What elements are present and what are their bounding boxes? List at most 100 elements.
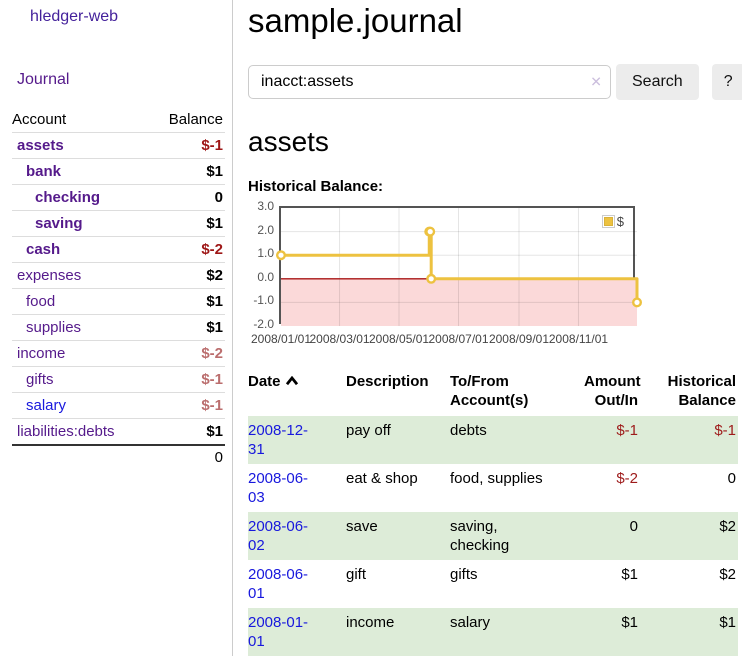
sidebar-account-balance: $-1 (149, 132, 225, 159)
register-table: Date Description To/From Account(s) Amou… (248, 370, 738, 656)
sidebar-account-link[interactable]: supplies (26, 319, 82, 336)
transaction-balance: $1 (719, 613, 736, 631)
transaction-date-cell: 2008-06-01 (248, 560, 346, 608)
sidebar-account-balance: $1 (149, 288, 225, 315)
sidebar-account-cell: expenses (12, 262, 150, 289)
sidebar-account-link[interactable]: cash (26, 241, 61, 258)
account-row: supplies $1 (12, 314, 225, 341)
account-row: cash $-2 (12, 236, 225, 263)
y-axis-tick-label: 2.0 (257, 222, 274, 237)
sidebar-account-balance: $-2 (149, 236, 225, 263)
transaction-amount: $1 (621, 565, 638, 583)
clear-search-icon[interactable]: ✕ (590, 73, 602, 90)
register-header-date-label: Date (248, 372, 281, 390)
sidebar-account-cell: salary (12, 392, 150, 419)
accounts-total-spacer (12, 444, 150, 470)
sidebar-account-cell: supplies (12, 314, 150, 341)
table-row[interactable]: 2008-01-01 income salary $1 $1 (248, 607, 738, 656)
account-row: gifts $-1 (12, 366, 225, 393)
transaction-date-link[interactable]: 2008-06-03 (248, 469, 309, 506)
account-heading: assets (248, 125, 329, 157)
x-axis-tick-label: 2008/03/01 (309, 331, 370, 346)
transaction-description: income (346, 613, 395, 631)
transaction-description: save (346, 517, 378, 535)
transaction-date-cell: 2008-06-03 (248, 464, 346, 512)
page-title: sample.journal (248, 2, 463, 39)
transaction-accounts: gifts (450, 565, 478, 583)
transaction-date-link[interactable]: 2008-01-01 (248, 613, 309, 650)
account-row: salary $-1 (12, 392, 225, 419)
brand-link[interactable]: hledger-web (30, 8, 119, 25)
sidebar-account-link[interactable]: checking (35, 189, 101, 206)
accounts-header-row: Account Balance (12, 110, 225, 133)
account-row: liabilities:debts $1 (12, 418, 225, 445)
transaction-amount: $1 (621, 613, 638, 631)
transaction-date-cell: 2008-01-01 (248, 608, 346, 656)
table-row[interactable]: 2008-06-01 gift gifts $1 $2 (248, 560, 738, 608)
sidebar-account-balance: 0 (149, 184, 225, 211)
x-axis-tick-label: 2008/05/01 (368, 331, 430, 346)
sidebar-account-link[interactable]: income (17, 345, 66, 362)
account-row: bank $1 (12, 158, 225, 185)
chart-canvas (276, 207, 643, 326)
legend-label: $ (616, 213, 624, 229)
sidebar-account-cell: bank (12, 158, 150, 185)
accounts-table: Account Balance assets $-1 bank $1 checking 0… (12, 110, 225, 470)
transaction-date-link[interactable]: 2008-06-01 (248, 565, 309, 602)
transaction-date-link[interactable]: 2008-06-02 (248, 517, 309, 554)
main-content: sample.journal ✕ Search ? assets Histori… (233, 0, 742, 656)
account-row: saving $1 (12, 210, 225, 237)
register-header-description: Description (346, 372, 429, 390)
transaction-date-cell: 2008-06-02 (248, 512, 346, 560)
accounts-header-balance: Balance (168, 111, 223, 128)
sidebar-account-link[interactable]: bank (26, 163, 62, 180)
y-axis-tick-label: -1.0 (253, 293, 274, 308)
search-input-wrap: ✕ (248, 64, 611, 99)
sidebar-account-balance: $-2 (149, 340, 225, 367)
account-row: food $1 (12, 288, 225, 315)
search-button[interactable]: Search (616, 63, 699, 100)
transaction-amount: $-2 (616, 469, 638, 487)
x-axis-tick-label: 2008/09/01 (488, 331, 549, 346)
sidebar-account-link[interactable]: salary (26, 397, 67, 414)
sort-ascending-icon (285, 375, 298, 386)
historical-balance-chart: $ 3.0 2.0 1.0 0.0 -1.0 -2.0 2008/01/01 2008/03/… (248, 199, 742, 349)
table-row[interactable]: 2008-06-02 save saving, checking 0 $2 (248, 511, 738, 560)
register-header-date[interactable]: Date (248, 370, 346, 416)
transaction-accounts: food, supplies (450, 469, 543, 487)
transaction-balance: $-1 (714, 421, 736, 439)
sidebar-account-balance: $-1 (149, 366, 225, 393)
register-header-amount: Amount Out/In (584, 372, 641, 409)
nav-journal-link[interactable]: Journal (17, 71, 70, 88)
y-axis-tick-label: 1.0 (257, 246, 274, 261)
sidebar-account-balance: $1 (149, 158, 225, 185)
account-row: income $-2 (12, 340, 225, 367)
transaction-amount: $-1 (616, 421, 638, 439)
sidebar-account-link[interactable]: expenses (17, 267, 82, 284)
sidebar-account-cell: assets (12, 132, 150, 159)
sidebar-account-link[interactable]: saving (35, 215, 83, 232)
account-row: checking 0 (12, 184, 225, 211)
search-form: ✕ Search ? (248, 63, 742, 100)
sidebar-account-link[interactable]: assets (17, 137, 64, 154)
transaction-accounts: saving, checking (450, 517, 510, 554)
transaction-accounts: salary (450, 613, 491, 631)
sidebar-account-balance: $1 (149, 418, 225, 445)
transaction-date-cell: 2008-12-31 (248, 416, 346, 464)
y-axis-tick-label: 3.0 (257, 198, 274, 213)
sidebar-account-link[interactable]: gifts (26, 371, 54, 388)
sidebar-account-cell: gifts (12, 366, 150, 393)
y-axis-tick-label: -2.0 (253, 316, 274, 331)
sidebar-account-cell: saving (12, 210, 150, 237)
sidebar-account-link[interactable]: food (26, 293, 56, 310)
search-help-button[interactable]: ? (711, 63, 742, 100)
table-row[interactable]: 2008-06-03 eat & shop food, supplies $-2 0 (248, 464, 738, 512)
sidebar: hledger-web Journal Account Balance asse… (0, 0, 233, 656)
sidebar-account-link[interactable]: liabilities:debts (17, 423, 115, 440)
register-header-account: To/From Account(s) (450, 372, 529, 409)
account-row: expenses $2 (12, 262, 225, 289)
transaction-date-link[interactable]: 2008-12-31 (248, 421, 309, 458)
table-row[interactable]: 2008-12-31 pay off debts $-1 $-1 (248, 415, 738, 464)
search-input[interactable] (248, 64, 611, 99)
